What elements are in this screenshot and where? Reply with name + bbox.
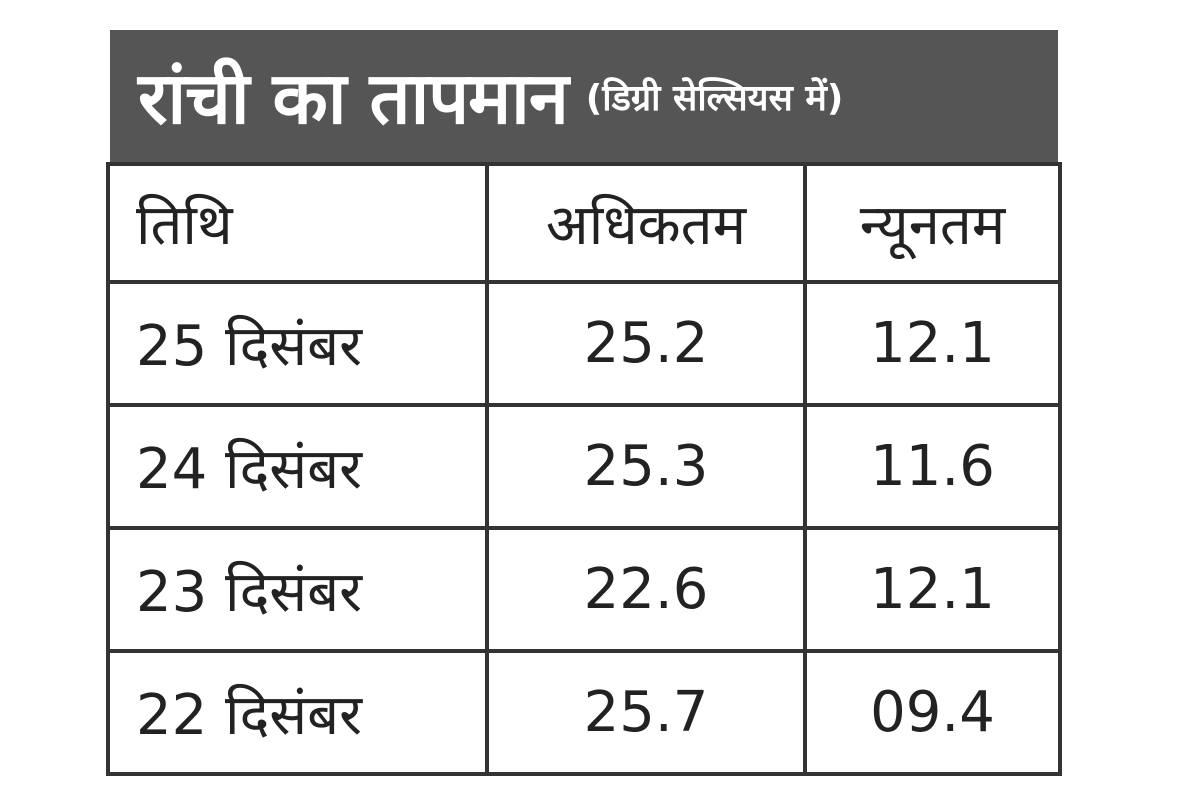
table-title-bar: रांची का तापमान (डिग्री सेल्सियस में)	[110, 30, 1058, 162]
table-row: 23 दिसंबर 22.6 12.1	[106, 526, 1062, 653]
table-row: 25 दिसंबर 25.2 12.1	[106, 280, 1062, 407]
cell-max: 22.6	[485, 526, 807, 653]
table-row: 24 दिसंबर 25.3 11.6	[106, 403, 1062, 530]
cell-max: 25.3	[485, 403, 807, 530]
cell-date: 24 दिसंबर	[106, 403, 489, 530]
column-header-max: अधिकतम	[485, 162, 807, 284]
cell-min: 09.4	[803, 649, 1062, 776]
table-title: रांची का तापमान	[138, 56, 569, 140]
cell-min: 12.1	[803, 280, 1062, 407]
table-subtitle-unit: (डिग्री सेल्सियस में)	[585, 77, 844, 119]
column-header-date: तिथि	[106, 162, 489, 284]
cell-date: 23 दिसंबर	[106, 526, 489, 653]
cell-min: 11.6	[803, 403, 1062, 530]
temperature-table: तिथि अधिकतम न्यूनतम 25 दिसंबर 25.2 12.1 …	[106, 162, 1062, 776]
column-header-min: न्यूनतम	[803, 162, 1062, 284]
cell-min: 12.1	[803, 526, 1062, 653]
header-row: तिथि अधिकतम न्यूनतम	[106, 162, 1062, 284]
cell-date: 25 दिसंबर	[106, 280, 489, 407]
cell-max: 25.2	[485, 280, 807, 407]
cell-date: 22 दिसंबर	[106, 649, 489, 776]
cell-max: 25.7	[485, 649, 807, 776]
table-row: 22 दिसंबर 25.7 09.4	[106, 649, 1062, 776]
